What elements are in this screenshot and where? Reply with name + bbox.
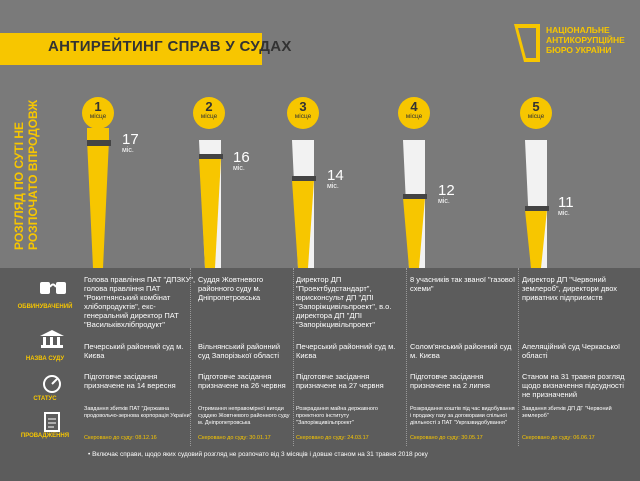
proceeding-text: Завдання збитків ПАТ "Державна продоволь… [84, 406, 192, 419]
accused-text: Директор ДП "Проектбудстандарт", юрискон… [296, 275, 392, 329]
proceeding-text: Отримання неправомірної вигоди суддею Жо… [198, 406, 290, 426]
icon-label: ПРОВАДЖЕННЯ [20, 433, 70, 439]
icon-label: СТАТУС [33, 396, 57, 402]
court-text: Печерський районний суд м. Києва [296, 342, 396, 360]
duration-bar [199, 140, 223, 268]
accused-text: 8 учасників так званої "газової схеми" [410, 275, 516, 293]
sent-date: Скеровано до суду: 08.12.16 [84, 435, 157, 441]
case-column-1: 1 місце 17 міс. [82, 0, 192, 268]
duration-bar [525, 140, 549, 268]
status-text: Станом на 31 травня розгляд щодо визначе… [522, 372, 625, 399]
duration-bar [87, 128, 111, 268]
status-gauge-icon [43, 375, 61, 393]
status-text: Підготовче засідання призначене на 27 че… [296, 372, 384, 390]
months-value: 12 [438, 182, 455, 199]
handcuffs-icon [40, 282, 66, 294]
months-value: 14 [327, 167, 344, 184]
months-label: 16 міс. [233, 150, 250, 173]
case-details-3: Директор ДП "Проектбудстандарт", юрискон… [296, 268, 406, 448]
nabu-logo-icon [514, 24, 540, 62]
months-label: 14 міс. [327, 168, 344, 191]
divider [293, 268, 295, 446]
divider [518, 268, 520, 446]
place-number: 5 [532, 99, 540, 114]
bullet-icon: • [88, 451, 91, 458]
accused-text: Голова правління ПАТ "ДПЗКУ", голова пра… [84, 275, 196, 329]
place-label: місце [405, 113, 423, 120]
status-text: Підготовче засідання призначене на 2 лип… [410, 372, 490, 390]
duration-bar [403, 140, 427, 268]
months-unit: міс. [327, 183, 339, 190]
status-text: Підготовче засідання призначене на 14 ве… [84, 372, 176, 390]
duration-bar [292, 140, 316, 268]
place-label: місце [527, 113, 545, 120]
months-value: 17 [122, 131, 139, 148]
case-details-2: Суддя Жовтневого районного суду м. Дніпр… [198, 268, 308, 448]
proceeding-text: Розкрадання коштів під час видобування і… [410, 406, 515, 426]
case-column-5: 5 місце 11 міс. [520, 0, 630, 268]
months-unit: міс. [558, 210, 570, 217]
case-details-4: 8 учасників так званої "газової схеми" С… [410, 268, 520, 448]
sent-date: Скеровано до суду: 30.05.17 [410, 435, 483, 441]
bottom-panel [0, 268, 640, 481]
case-details-5: Директор ДП "Червоний землероб", директо… [522, 268, 632, 448]
place-label: місце [89, 113, 107, 120]
months-unit: міс. [233, 165, 245, 172]
place-number: 4 [410, 99, 418, 114]
divider [406, 268, 408, 446]
months-value: 16 [233, 149, 250, 166]
place-badge: 5 місце [520, 97, 552, 129]
brand-line-1: НАЦІОНАЛЬНЕ [546, 25, 610, 35]
courthouse-icon [40, 330, 64, 348]
brand-line-2: АНТИКОРУПЦІЙНЕ [546, 35, 625, 45]
title-bar [0, 33, 262, 65]
status-text: Підготовче засідання призначене на 26 че… [198, 372, 286, 390]
proceeding-text: Завдання збитків ДП ДГ "Червоний землеро… [522, 406, 612, 419]
side-label: РОЗГЛЯД ПО СУТІ НЕ РОЗПОЧАТО ВПРОДОВЖ [12, 99, 40, 250]
sent-date: Скеровано до суду: 24.03.17 [296, 435, 369, 441]
icon-label: ОБВИНУВАЧЕНИЙ [17, 304, 73, 310]
case-details-1: Голова правління ПАТ "ДПЗКУ", голова пра… [84, 268, 196, 448]
accused-text: Директор ДП "Червоний землероб", директо… [522, 275, 618, 302]
court-text: Печерський районний суд м. Києва [84, 342, 184, 360]
brand-name: НАЦІОНАЛЬНЕ АНТИКОРУПЦІЙНЕ БЮРО УКРАЇНИ [546, 25, 625, 55]
brand-line-3: БЮРО УКРАЇНИ [546, 45, 612, 55]
place-label: місце [200, 113, 218, 120]
place-number: 3 [299, 99, 307, 114]
place-badge: 2 місце [193, 97, 225, 129]
accused-text: Суддя Жовтневого районного суду м. Дніпр… [198, 275, 264, 302]
place-badge: 3 місце [287, 97, 319, 129]
court-text: Апеляційний суд Черкаської області [522, 342, 621, 360]
place-number: 2 [205, 99, 213, 114]
place-badge: 1 місце [82, 97, 114, 129]
footnote: • Включає справи, щодо яких судовий розг… [88, 451, 428, 458]
months-label: 17 міс. [122, 132, 139, 155]
proceeding-text: Розкрадання майна державного проектного … [296, 406, 378, 426]
months-label: 12 міс. [438, 183, 455, 206]
place-badge: 4 місце [398, 97, 430, 129]
case-column-3: 3 місце 14 міс. [287, 0, 397, 268]
court-text: Солом'янський районний суд м. Києва [410, 342, 512, 360]
case-column-4: 4 місце 12 міс. [398, 0, 508, 268]
months-label: 11 міс. [558, 195, 574, 218]
months-unit: міс. [438, 198, 450, 205]
footnote-text: Включає справи, щодо яких судовий розгля… [92, 451, 428, 458]
place-label: місце [294, 113, 312, 120]
sent-date: Скеровано до суду: 30.01.17 [198, 435, 271, 441]
months-unit: міс. [122, 147, 134, 154]
sent-date: Скеровано до суду: 06.06.17 [522, 435, 595, 441]
divider [190, 268, 192, 446]
court-text: Вільнянський районний суд Запорізької об… [198, 342, 281, 360]
place-number: 1 [94, 99, 102, 114]
months-value: 11 [558, 194, 574, 211]
document-icon [44, 412, 60, 432]
page-title: АНТИРЕЙТИНГ СПРАВ У СУДАХ [48, 38, 292, 55]
icon-label: НАЗВА СУДУ [25, 356, 65, 362]
case-column-2: 2 місце 16 міс. [193, 0, 303, 268]
